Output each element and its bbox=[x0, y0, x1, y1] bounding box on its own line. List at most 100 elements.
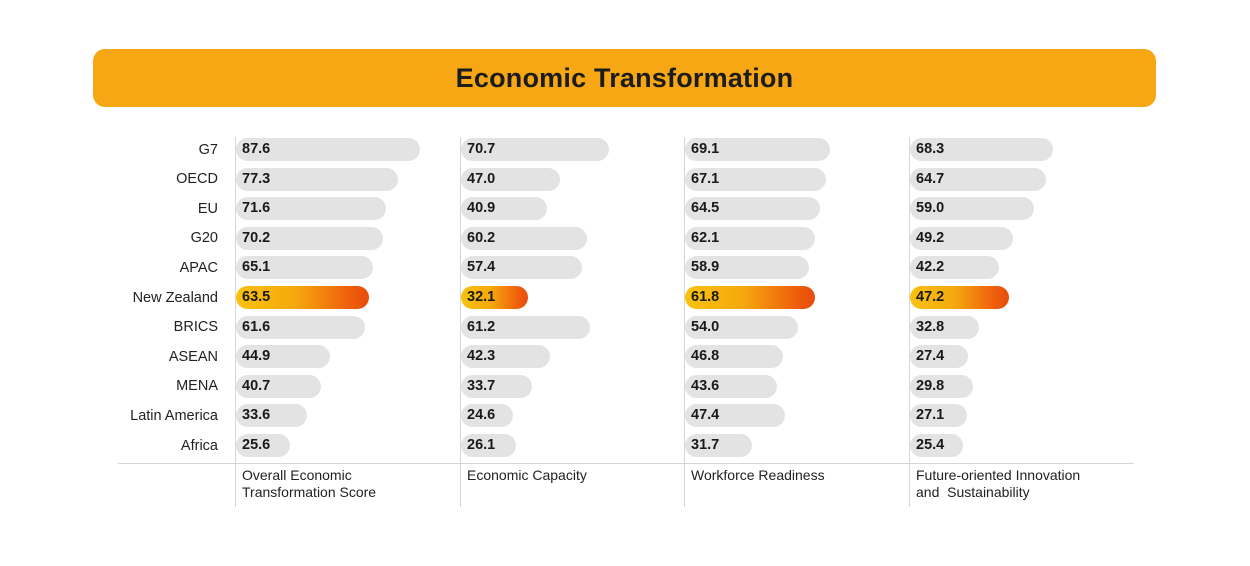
bar bbox=[236, 315, 366, 339]
row-label: BRICS bbox=[173, 319, 218, 336]
data-label: 54.0 bbox=[691, 318, 720, 335]
panel-label: Overall Economic Transformation Score bbox=[242, 467, 452, 501]
row-label: G7 bbox=[198, 141, 218, 158]
bar bbox=[910, 345, 968, 369]
data-label: 64.5 bbox=[691, 200, 720, 217]
data-label: 67.1 bbox=[691, 170, 720, 187]
data-label: 42.2 bbox=[916, 259, 945, 276]
row-label: Africa bbox=[180, 437, 218, 454]
axis-separator bbox=[118, 463, 1134, 464]
data-label: 43.6 bbox=[691, 377, 720, 394]
panel-label-line: Future-oriented Innovation bbox=[916, 467, 1081, 483]
panel-label-line: Workforce Readiness bbox=[691, 467, 825, 483]
panel-divider bbox=[460, 137, 461, 507]
bar bbox=[461, 138, 610, 161]
data-label: 27.1 bbox=[916, 407, 945, 424]
bar bbox=[910, 256, 999, 280]
row-label: APAC bbox=[179, 259, 218, 276]
bar bbox=[910, 404, 967, 428]
panel-label-line: Transformation Score bbox=[242, 484, 377, 500]
bar bbox=[461, 404, 513, 428]
title-banner: Economic Transformation bbox=[93, 49, 1156, 107]
bar bbox=[461, 226, 588, 250]
bar bbox=[685, 315, 799, 339]
data-label: 77.3 bbox=[242, 170, 271, 187]
bar bbox=[685, 197, 821, 221]
bar bbox=[236, 434, 290, 457]
data-label: 40.7 bbox=[242, 377, 271, 394]
data-label: 40.9 bbox=[467, 200, 496, 217]
panel-divider bbox=[684, 137, 685, 507]
data-label: 70.7 bbox=[467, 141, 496, 157]
data-label: 33.7 bbox=[467, 377, 496, 394]
panel-label: Workforce Readiness bbox=[691, 467, 901, 484]
row-label: MENA bbox=[176, 378, 218, 395]
row-label: OECD bbox=[176, 171, 218, 188]
panel-label: Future-oriented Innovation and Sustainabi… bbox=[916, 467, 1126, 501]
data-label: 58.9 bbox=[691, 259, 720, 276]
data-label: 61.2 bbox=[467, 318, 496, 335]
data-label: 64.7 bbox=[916, 170, 945, 187]
bar bbox=[685, 226, 816, 250]
row-label: ASEAN bbox=[168, 348, 218, 365]
data-label: 47.0 bbox=[467, 170, 496, 187]
panel-label-line: Economic Capacity bbox=[467, 467, 587, 483]
bar bbox=[461, 345, 550, 369]
bar bbox=[461, 167, 560, 191]
bar-highlight bbox=[910, 286, 1010, 309]
bar-highlight bbox=[236, 286, 370, 309]
data-label: 68.3 bbox=[916, 141, 945, 157]
bar bbox=[236, 345, 331, 369]
data-label: 63.5 bbox=[242, 289, 271, 305]
data-label: 44.9 bbox=[242, 348, 271, 365]
bar bbox=[461, 315, 590, 339]
row-label: G20 bbox=[190, 230, 218, 247]
bar bbox=[236, 197, 387, 221]
data-label: 71.6 bbox=[242, 200, 271, 217]
data-label: 49.2 bbox=[916, 229, 945, 246]
bar bbox=[236, 167, 399, 191]
bar bbox=[910, 315, 979, 339]
data-label: 87.6 bbox=[242, 141, 271, 157]
data-label: 26.1 bbox=[467, 437, 496, 453]
bar-highlight bbox=[685, 286, 815, 309]
data-label: 70.2 bbox=[242, 229, 271, 246]
data-label: 32.1 bbox=[467, 289, 496, 305]
bar bbox=[910, 226, 1014, 250]
bar bbox=[685, 138, 831, 161]
panel-label-line: and Sustainability bbox=[916, 484, 1030, 500]
bar bbox=[685, 256, 809, 280]
bar bbox=[461, 256, 582, 280]
bar bbox=[910, 434, 964, 457]
data-label: 42.3 bbox=[467, 348, 496, 365]
bar bbox=[236, 374, 322, 398]
data-label: 60.2 bbox=[467, 229, 496, 246]
bar bbox=[685, 434, 752, 457]
bar bbox=[236, 256, 373, 280]
data-label: 47.4 bbox=[691, 407, 720, 424]
panel-divider bbox=[909, 137, 910, 507]
bar bbox=[236, 404, 307, 428]
bar bbox=[685, 374, 777, 398]
data-label: 33.6 bbox=[242, 407, 271, 424]
bar bbox=[910, 374, 973, 398]
data-label: 65.1 bbox=[242, 259, 271, 276]
data-label: 62.1 bbox=[691, 229, 720, 246]
row-label: EU bbox=[197, 200, 218, 217]
data-label: 32.8 bbox=[916, 318, 945, 335]
bar bbox=[236, 138, 420, 161]
data-label: 46.8 bbox=[691, 348, 720, 365]
bar bbox=[910, 167, 1046, 191]
bar bbox=[685, 167, 826, 191]
data-label: 59.0 bbox=[916, 200, 945, 217]
bar bbox=[461, 434, 516, 457]
data-label: 24.6 bbox=[467, 407, 496, 424]
data-label: 57.4 bbox=[467, 259, 496, 276]
bar bbox=[910, 197, 1034, 221]
data-label: 25.4 bbox=[916, 437, 945, 453]
data-label: 61.6 bbox=[242, 318, 271, 335]
bar bbox=[685, 345, 784, 369]
panel-label-line: Overall Economic bbox=[242, 467, 352, 483]
data-label: 25.6 bbox=[242, 437, 271, 453]
panel-label: Economic Capacity bbox=[467, 467, 677, 484]
